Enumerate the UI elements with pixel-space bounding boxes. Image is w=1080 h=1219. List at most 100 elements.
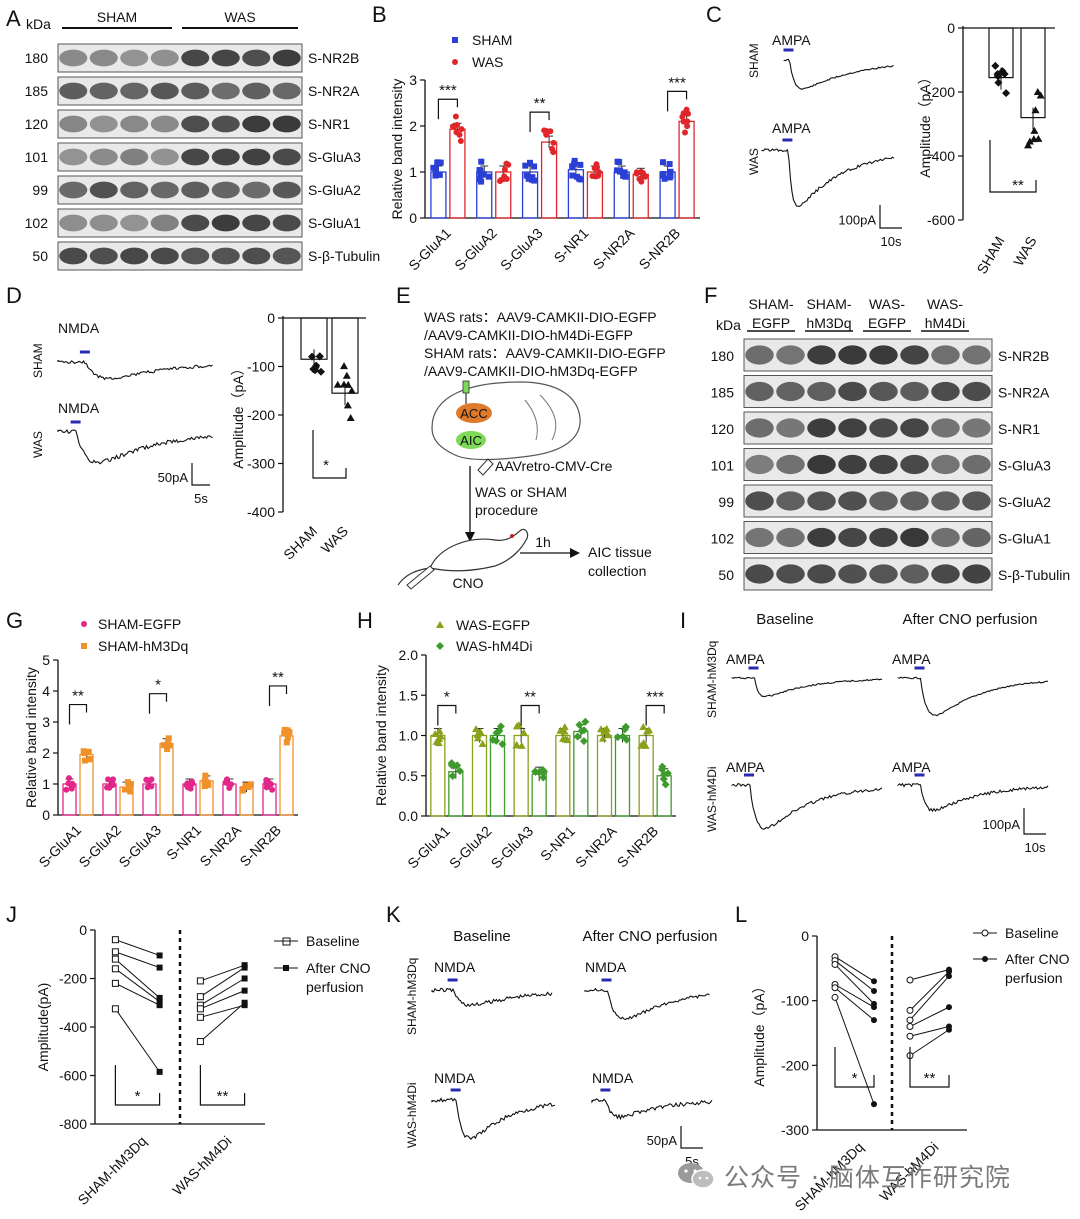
pair-line: [114, 1008, 161, 1073]
data-point: [68, 785, 75, 792]
data-point: [658, 762, 667, 771]
time-label: 1h: [535, 534, 551, 550]
data-point: [523, 172, 530, 179]
blot-band: [962, 381, 991, 402]
significance-label: ***: [668, 74, 686, 91]
row-label: WAS-hM4Di: [405, 1082, 419, 1148]
data-point: [156, 998, 163, 1005]
data-point: [531, 767, 540, 776]
protein-label: S-GluA1: [998, 530, 1051, 546]
protein-label: S-GluA3: [998, 457, 1051, 473]
data-point: [431, 730, 440, 738]
data-point: [1034, 134, 1043, 142]
group-label: WAS: [31, 431, 45, 458]
x-tick-label: S-GluA3: [497, 225, 546, 274]
data-point: [283, 965, 289, 971]
data-point: [263, 780, 270, 787]
panel-letter: B: [372, 2, 387, 27]
y-tick-label: 1.5: [399, 687, 419, 703]
data-point: [437, 159, 444, 166]
significance-label: *: [444, 689, 450, 706]
y-tick-label: 0: [801, 928, 809, 944]
data-point: [831, 960, 839, 968]
data-point: [595, 169, 602, 176]
data-point: [871, 1101, 877, 1108]
data-point: [620, 172, 627, 179]
y-tick-label: 0: [267, 310, 275, 326]
data-point: [994, 78, 1003, 87]
y-tick-label: -600: [59, 1068, 87, 1084]
significance-label: *: [155, 677, 161, 694]
pair-line: [909, 1026, 950, 1037]
data-point: [346, 413, 355, 421]
y-tick-label: 2: [409, 118, 417, 134]
data-point: [621, 723, 630, 732]
data-point: [263, 784, 270, 791]
data-point: [63, 786, 70, 793]
data-point: [560, 723, 569, 731]
row-label: WAS-hM4Di: [705, 766, 719, 832]
pair-line: [909, 1029, 950, 1057]
y-tick-label: -100: [781, 993, 809, 1009]
blot-band: [120, 115, 149, 133]
data-point: [111, 936, 119, 944]
data-point: [982, 956, 988, 962]
data-point: [343, 401, 352, 409]
blot-band: [807, 381, 836, 402]
blot-band: [807, 454, 836, 475]
data-point: [604, 731, 613, 739]
data-point: [204, 780, 211, 787]
data-point: [591, 165, 598, 172]
y-tick-label: -200: [247, 407, 275, 423]
blot-band: [900, 564, 929, 584]
blot-band: [89, 49, 118, 67]
data-point: [436, 732, 445, 740]
data-point: [617, 168, 624, 175]
blot-band: [962, 418, 991, 438]
data-point: [1030, 126, 1039, 134]
data-point: [196, 993, 204, 1001]
data-point: [666, 161, 673, 168]
data-point: [472, 725, 481, 733]
x-tick-label: S-GluA1: [35, 822, 84, 871]
protein-label: S-NR2B: [998, 348, 1049, 364]
blot-band: [838, 564, 867, 584]
data-point: [124, 779, 131, 786]
data-point: [340, 362, 349, 370]
blot-band: [211, 82, 240, 100]
protein-label: S-β-Tubulin: [308, 248, 380, 264]
blot-band: [242, 148, 271, 166]
x-tick-label: S-GluA3: [488, 823, 537, 872]
data-point: [539, 773, 548, 782]
data-point: [196, 1013, 204, 1021]
data-point: [485, 173, 492, 180]
bar: [430, 734, 446, 817]
data-point: [575, 720, 584, 729]
blot-band: [869, 454, 898, 475]
blot-band: [59, 115, 88, 133]
blot-band: [900, 454, 929, 475]
data-point: [906, 976, 914, 984]
protein-label: S-GluA1: [308, 215, 361, 231]
y-tick-label: -100: [247, 359, 275, 375]
y-axis-label: Relative band intensity: [23, 667, 39, 808]
panel-letter: F: [704, 283, 717, 308]
blot-band: [181, 49, 210, 67]
data-point: [541, 127, 548, 134]
data-point: [452, 37, 458, 43]
data-point: [946, 968, 952, 975]
significance-label: *: [135, 1088, 141, 1105]
blot-band: [211, 181, 240, 199]
retro-label: AAVretro-CMV-Cre: [495, 458, 613, 474]
y-tick-label: -300: [247, 456, 275, 472]
data-point: [455, 767, 464, 776]
blot-band: [776, 418, 805, 438]
data-point: [188, 778, 195, 785]
panel-letter: E: [396, 283, 411, 308]
data-point: [993, 70, 1002, 79]
blot-band: [931, 418, 960, 438]
blot-band: [59, 148, 88, 166]
panel-letter: A: [6, 6, 21, 31]
scale-bar: [1023, 808, 1046, 835]
panel-letter: L: [735, 902, 747, 927]
